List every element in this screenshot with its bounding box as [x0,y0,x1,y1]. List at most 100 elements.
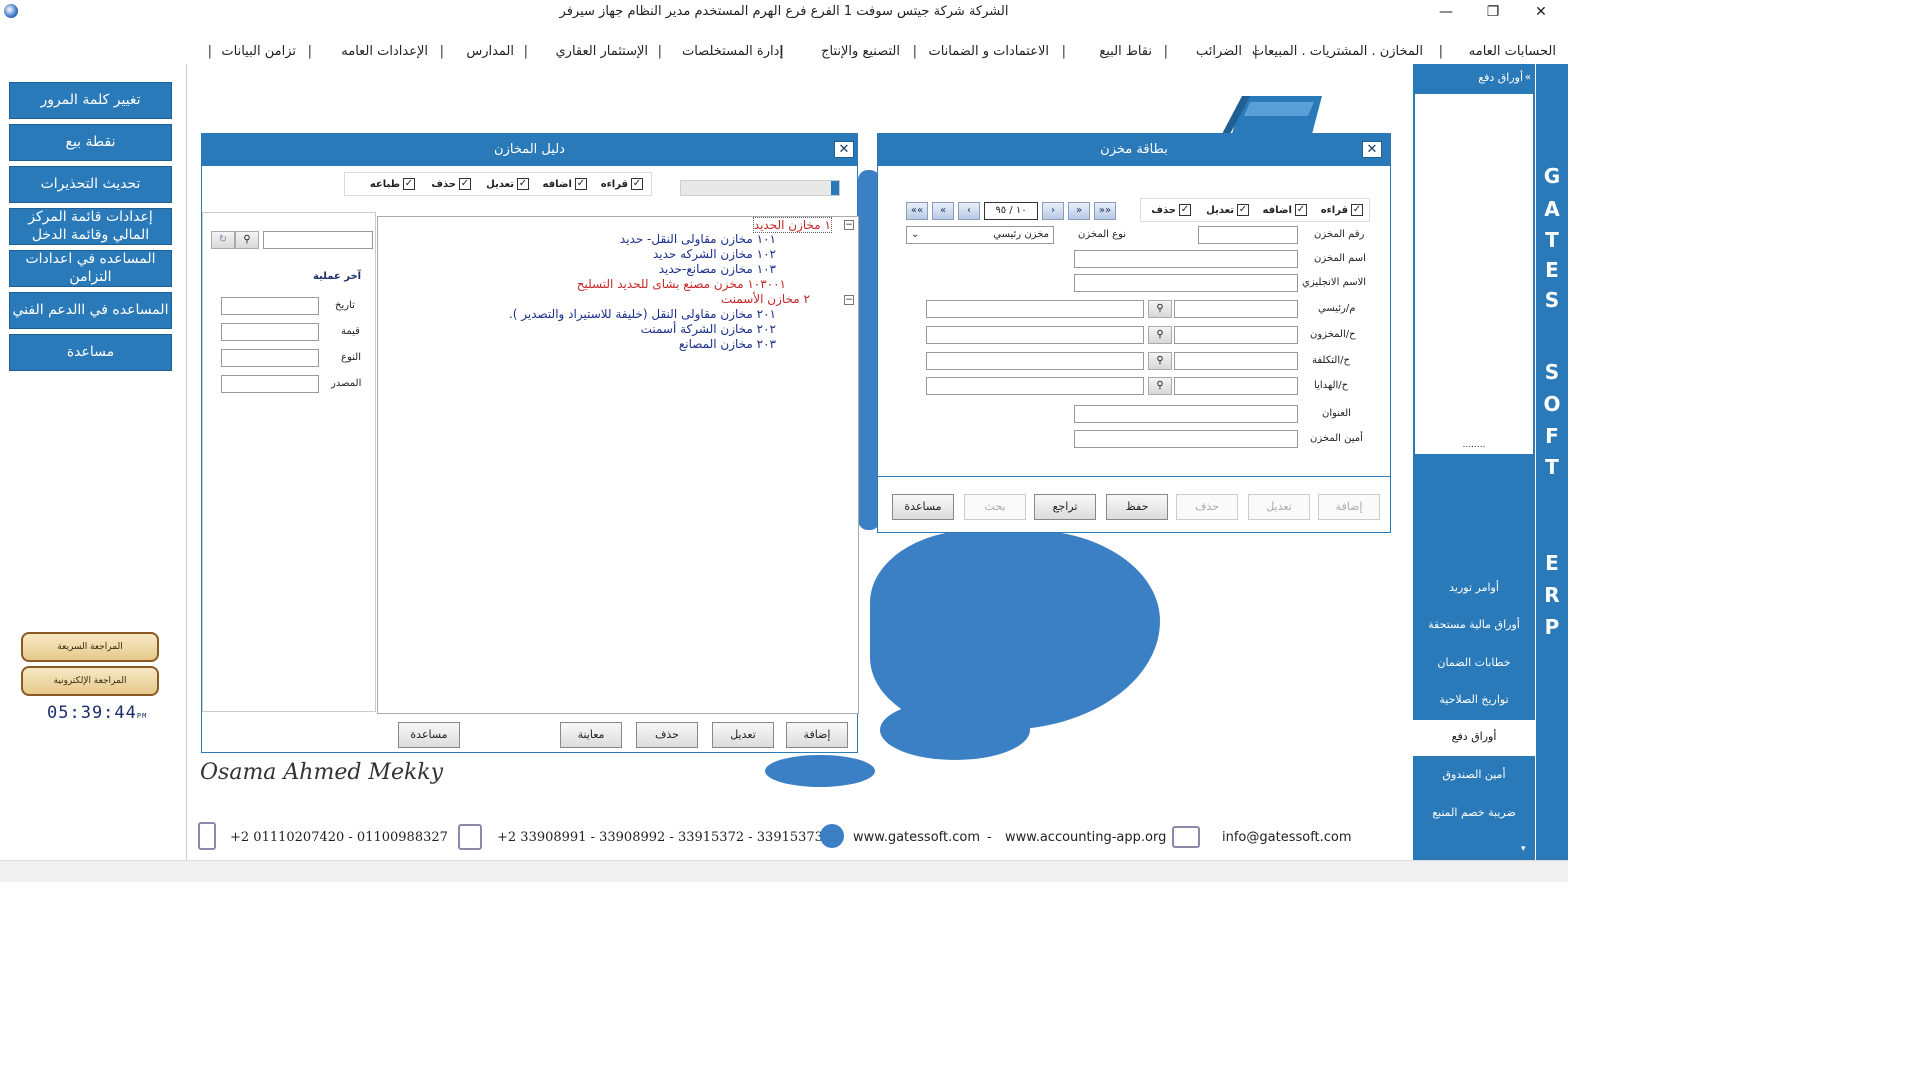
next-page-button[interactable]: » [1068,202,1090,220]
keeper-field[interactable] [1074,430,1298,448]
close-window-button[interactable]: ✕ [1535,4,1547,20]
refresh-icon[interactable]: ↻ [211,231,235,249]
tree-search-input[interactable] [263,231,373,249]
menu-taxes[interactable]: الضرائب [1195,44,1242,59]
phone-icon [458,824,482,850]
perm-read-checkbox[interactable]: ✓قراءه [600,178,643,190]
stores-account-label: ح/المخزون [1310,329,1356,340]
tree-node-leaf[interactable]: ١٠٣٠٠١ مخزن مصنع بشاى للحديد التسليح [576,277,786,291]
perm-read-checkbox[interactable]: ✓قراءه [1320,204,1363,216]
last-record-button[interactable]: »» [1094,202,1116,220]
website-link-2[interactable]: www.accounting-app.org [1005,830,1167,845]
tree-node-group[interactable]: ٢ مخازن الأسمنت [720,292,810,306]
perm-delete-checkbox[interactable]: ✓حذف [431,178,471,190]
cost-account-code-field[interactable] [1174,352,1298,370]
tree-node-store[interactable]: ١٠٢ مخازن الشركه حديد [652,247,776,261]
email-link[interactable]: info@gatessoft.com [1222,830,1352,845]
perm-delete-checkbox[interactable]: ✓حذف [1151,204,1191,216]
rp-item-payables[interactable]: أوراق دفع [1413,720,1535,756]
menu-extracts[interactable]: إدارة المستخلصات [681,44,783,59]
close-icon[interactable]: ✕ [834,141,854,158]
menu-general-settings[interactable]: الإعدادات العامه [341,44,428,59]
gifts-account-code-field[interactable] [1174,377,1298,395]
first-record-button[interactable]: «« [906,202,928,220]
card-search-button[interactable]: بحث [964,494,1026,520]
menu-schools[interactable]: المدارس [466,44,514,59]
rp-item-due-papers[interactable]: أوراق مالية مستحقة [1428,618,1520,631]
next-record-button[interactable]: › [1042,202,1064,220]
address-field[interactable] [1074,405,1298,423]
search-icon[interactable]: ⚲ [1148,326,1172,344]
tree-collapse-icon[interactable]: − [844,295,854,305]
tree-node-store[interactable]: ٢٠٢ مخازن الشركة أسمنت [640,322,776,336]
prev-record-button[interactable]: ‹ [958,202,980,220]
stores-account-code-field[interactable] [1174,326,1298,344]
menu-general-accounts[interactable]: الحسابات العامه [1468,44,1556,59]
collapse-panel-icon[interactable]: « [1524,72,1531,83]
main-account-code-field[interactable] [1174,300,1298,318]
menu-real-estate[interactable]: الإستثمار العقاري [555,44,649,59]
tree-node-store[interactable]: ٢٠٣ مخازن المصانع [678,337,776,351]
guide-delete-button[interactable]: حذف [636,722,698,748]
store-type-select[interactable]: ⌄ مخزن رئيسي [906,226,1054,244]
menu-pos[interactable]: نقاط البيع [1099,44,1152,59]
guide-help-button[interactable]: مساعدة [398,722,460,748]
quick-review-button[interactable]: المراجعة السريعة [21,632,159,662]
card-undo-button[interactable]: تراجع [1034,494,1096,520]
progress-slider[interactable] [680,180,840,196]
card-save-button[interactable]: حفظ [1106,494,1168,520]
store-type-label: نوع المخزن [1078,229,1127,240]
perm-edit-checkbox[interactable]: ✓تعديل [1206,204,1249,216]
electronic-review-button[interactable]: المراجعة الإلكترونية [21,666,159,696]
tree-node-store[interactable]: ١٠١ مخازن مقاولى النقل- حديد [619,232,776,246]
website-link[interactable]: www.gatessoft.com [853,830,980,845]
last-op-source-field [221,375,319,393]
close-icon[interactable]: ✕ [1362,141,1382,158]
help-button[interactable]: مساعدة [9,334,172,371]
menu-manufacturing[interactable]: التصنيع والإنتاج [821,44,900,59]
card-help-button[interactable]: مساعدة [892,494,954,520]
store-no-field[interactable] [1198,226,1298,244]
cost-account-label: ح/التكلفة [1312,355,1350,366]
pos-button[interactable]: نقطة بيع [9,124,172,161]
card-delete-button[interactable]: حذف [1176,494,1238,520]
guide-preview-button[interactable]: معاينة [560,722,622,748]
card-edit-button[interactable]: تعديل [1248,494,1310,520]
tree-node-group[interactable]: ١ مخازن الحديد [752,217,832,233]
guide-edit-button[interactable]: تعديل [712,722,774,748]
refresh-warnings-button[interactable]: تحديث التحذيرات [9,166,172,203]
tree-node-store[interactable]: ١٠٣ مخازن مصانع-حديد [658,262,776,276]
rp-item-supply-orders[interactable]: أوامر توريد [1449,581,1499,594]
menu-data-sync[interactable]: تزامن البيانات [221,44,296,59]
menu-credits[interactable]: الاعتمادات و الضمانات [928,44,1049,59]
scroll-down-icon[interactable]: ▾ [1521,844,1526,854]
menu-inventory[interactable]: المخازن . المشتريات . المبيعات [1251,44,1423,59]
rp-item-guarantees[interactable]: خطابات الضمان [1437,656,1511,669]
perm-add-checkbox[interactable]: ✓اضافه [1262,204,1307,216]
english-name-field[interactable] [1074,274,1298,292]
rp-item-cashier[interactable]: أمين الصندوق [1442,768,1506,781]
restore-button[interactable]: ❐ [1486,4,1500,20]
perm-add-checkbox[interactable]: ✓اضافه [542,178,587,190]
tree-node-store[interactable]: ٢٠١ مخازن مقاولى النقل (خليفة للاستيراد … [508,307,776,321]
store-name-field[interactable] [1074,250,1298,268]
search-icon[interactable]: ⚲ [235,231,259,249]
guide-add-button[interactable]: إضافة [786,722,848,748]
slider-thumb[interactable] [831,181,839,195]
search-icon[interactable]: ⚲ [1148,352,1172,370]
sync-help-button[interactable]: المساعده في اعدادات التزامن [9,250,172,287]
financial-statements-settings-button[interactable]: إعدادات قائمة المركز المالي وقائمة الدخل [9,208,172,245]
perm-print-checkbox[interactable]: ✓طباعه [369,178,415,190]
menu-separator: | [439,44,444,59]
search-icon[interactable]: ⚲ [1148,300,1172,318]
perm-edit-checkbox[interactable]: ✓تعديل [486,178,529,190]
tech-support-help-button[interactable]: المساعده في االدعم الفني [9,292,172,329]
prev-page-button[interactable]: « [932,202,954,220]
card-add-button[interactable]: إضافة [1318,494,1380,520]
search-icon[interactable]: ⚲ [1148,377,1172,395]
rp-item-withholding-tax[interactable]: ضريبة خصم المنبع [1432,806,1516,819]
minimize-button[interactable]: — [1439,4,1453,20]
rp-item-expiry-dates[interactable]: تواريخ الصلاحية [1439,693,1509,706]
change-password-button[interactable]: تغيير كلمة المرور [9,82,172,119]
tree-collapse-icon[interactable]: − [844,220,854,230]
